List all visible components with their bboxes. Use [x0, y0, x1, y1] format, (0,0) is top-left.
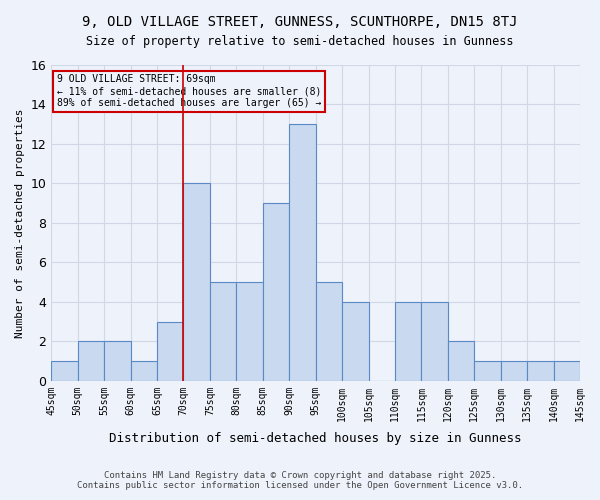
Bar: [342, 302, 368, 381]
Bar: [448, 342, 474, 381]
Bar: [210, 282, 236, 381]
Bar: [289, 124, 316, 381]
X-axis label: Distribution of semi-detached houses by size in Gunness: Distribution of semi-detached houses by …: [109, 432, 522, 445]
Bar: [104, 342, 131, 381]
Bar: [474, 361, 500, 381]
Bar: [421, 302, 448, 381]
Text: 9 OLD VILLAGE STREET: 69sqm
← 11% of semi-detached houses are smaller (8)
89% of: 9 OLD VILLAGE STREET: 69sqm ← 11% of sem…: [56, 74, 321, 108]
Text: 9, OLD VILLAGE STREET, GUNNESS, SCUNTHORPE, DN15 8TJ: 9, OLD VILLAGE STREET, GUNNESS, SCUNTHOR…: [82, 15, 518, 29]
Bar: [316, 282, 342, 381]
Bar: [395, 302, 421, 381]
Bar: [184, 184, 210, 381]
Text: Contains HM Land Registry data © Crown copyright and database right 2025.
Contai: Contains HM Land Registry data © Crown c…: [77, 470, 523, 490]
Bar: [131, 361, 157, 381]
Bar: [51, 361, 78, 381]
Bar: [157, 322, 184, 381]
Bar: [78, 342, 104, 381]
Y-axis label: Number of semi-detached properties: Number of semi-detached properties: [15, 108, 25, 338]
Text: Size of property relative to semi-detached houses in Gunness: Size of property relative to semi-detach…: [86, 35, 514, 48]
Bar: [263, 203, 289, 381]
Bar: [527, 361, 554, 381]
Bar: [500, 361, 527, 381]
Bar: [236, 282, 263, 381]
Bar: [554, 361, 580, 381]
